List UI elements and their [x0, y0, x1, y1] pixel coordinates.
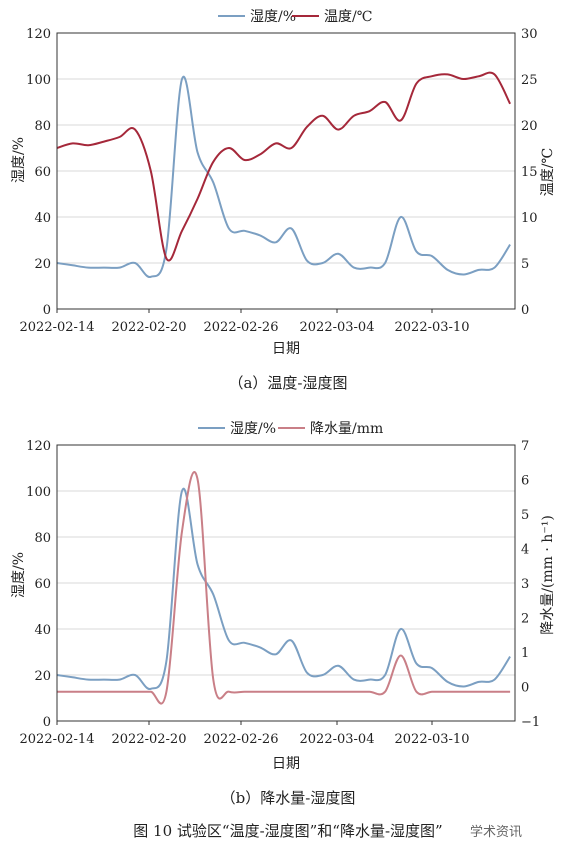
left-tick-label: 80	[34, 119, 51, 134]
left-tick-label: 100	[26, 73, 51, 88]
right-tick-label: 2	[521, 612, 529, 627]
left-tick-label: 20	[34, 669, 51, 684]
left-tick-label: 100	[26, 485, 51, 500]
chart-b-x-axis-label: 日期	[272, 756, 300, 772]
chart-a-left-axis-label: 湿度/%	[11, 137, 27, 183]
left-tick-label: 80	[34, 531, 51, 546]
left-tick-label: 60	[34, 165, 51, 180]
x-tick-label: 2022-03-10	[395, 732, 470, 747]
chart-b-legend-precip: 降水量/mm	[310, 421, 383, 437]
left-tick-label: 60	[34, 577, 51, 592]
chart-b-legend-humidity: 湿度/%	[230, 421, 276, 437]
watermark: 学术资讯	[470, 824, 522, 840]
chart-a-plot-frame	[56, 32, 516, 310]
figure-caption: 图 10 试验区“温度-湿度图”和“降水量-湿度图”	[133, 822, 442, 840]
left-tick-label: 0	[43, 303, 51, 318]
chart-b-left-axis-label: 湿度/%	[11, 552, 27, 598]
x-tick-label: 2022-03-04	[300, 732, 375, 747]
right-tick-label: 7	[521, 439, 529, 454]
right-tick-label: 5	[521, 508, 529, 523]
chart-b-lines	[56, 471, 511, 705]
chart-a-right-ticks: 0 5 10 15 20 25 30	[521, 27, 538, 318]
series-line-0	[56, 487, 511, 690]
right-tick-label: 6	[521, 474, 529, 489]
chart-a-legend-temperature: 温度/℃	[324, 9, 372, 25]
chart-a-grid	[57, 78, 515, 264]
chart-a-lines	[56, 71, 511, 278]
chart-a-caption: （a）温度-湿度图	[228, 374, 347, 392]
x-tick-label: 2022-02-14	[20, 732, 95, 747]
chart-b-grid	[57, 490, 515, 676]
right-tick-label: 3	[521, 577, 529, 592]
chart-a-legend-humidity: 湿度/%	[250, 9, 296, 25]
chart-b-caption: （b）降水量-湿度图	[221, 789, 356, 807]
right-tick-label: 15	[521, 165, 538, 180]
x-tick-label: 2022-02-20	[112, 320, 187, 335]
left-tick-label: 120	[26, 439, 51, 454]
x-tick-label: 2022-03-04	[300, 320, 375, 335]
left-tick-label: 120	[26, 27, 51, 42]
x-tick-label: 2022-02-20	[112, 732, 187, 747]
chart-a-right-axis-label: 温度/℃	[540, 148, 556, 196]
chart-b-plot-frame	[56, 444, 516, 722]
right-tick-label: 10	[521, 211, 538, 226]
right-tick-label: 4	[521, 543, 529, 558]
right-tick-label: 0	[521, 303, 529, 318]
series-line-0	[56, 75, 511, 278]
chart-a-legend: 湿度/% 温度/℃	[218, 9, 372, 25]
right-tick-label: 30	[521, 27, 538, 42]
left-tick-label: 40	[34, 211, 51, 226]
chart-a-left-ticks: 0 20 40 60 80 100 120	[26, 27, 51, 318]
left-tick-label: 40	[34, 623, 51, 638]
x-tick-label: 2022-02-14	[20, 320, 95, 335]
chart-b-right-axis-label: 降水量/(mm · h⁻¹)	[540, 515, 556, 635]
x-tick-label: 2022-02-26	[204, 732, 279, 747]
x-tick-label: 2022-03-10	[395, 320, 470, 335]
chart-b-right-ticks: −1 0 1 2 3 4 5 6 7	[521, 439, 540, 730]
series-line-1	[56, 71, 511, 262]
chart-a-x-ticks: 2022-02-14 2022-02-20 2022-02-26 2022-03-04…	[20, 309, 470, 335]
right-tick-label: 0	[521, 681, 529, 696]
right-tick-label: 25	[521, 73, 538, 88]
right-tick-label: 5	[521, 257, 529, 272]
chart-b-x-ticks: 2022-02-14 2022-02-20 2022-02-26 2022-03-04…	[20, 721, 470, 747]
right-tick-label: −1	[521, 715, 540, 730]
left-tick-label: 20	[34, 257, 51, 272]
series-line-1	[56, 471, 511, 705]
x-tick-label: 2022-02-26	[204, 320, 279, 335]
right-tick-label: 20	[521, 119, 538, 134]
chart-b-legend: 湿度/% 降水量/mm	[198, 421, 383, 437]
left-tick-label: 0	[43, 715, 51, 730]
chart-b-left-ticks: 0 20 40 60 80 100 120	[26, 439, 51, 730]
right-tick-label: 1	[521, 646, 529, 661]
chart-a-x-axis-label: 日期	[272, 341, 300, 357]
